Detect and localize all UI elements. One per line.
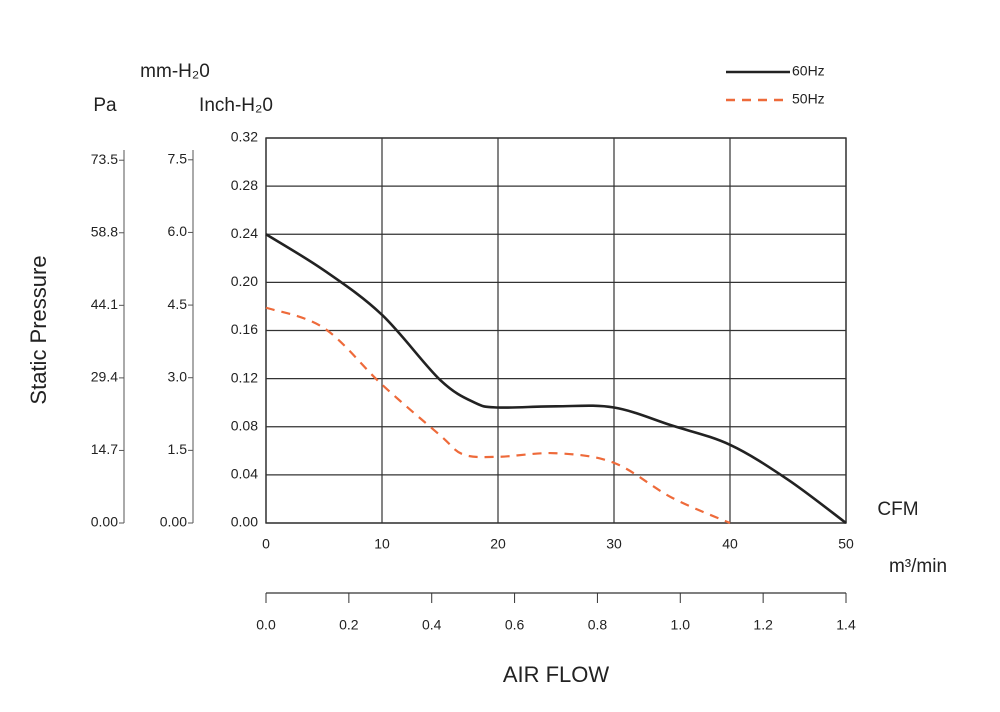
x2-tick-label: 0.8 [588, 617, 608, 633]
y-tick-label: 0.00 [231, 514, 258, 530]
extra-axis-label: mm-H₂0 [140, 61, 210, 82]
y-tick-label: 0.12 [231, 369, 258, 385]
extra-tick-label: 6.0 [168, 223, 188, 239]
legend-label: 60Hz [792, 63, 825, 79]
legend-label: 50Hz [792, 91, 825, 107]
x2-tick-label: 1.4 [836, 617, 856, 633]
extra-tick-label: 29.4 [91, 369, 118, 385]
extra-tick-label: 0.00 [160, 514, 187, 530]
x-tick-label: 20 [490, 536, 506, 552]
extra-tick-label: 73.5 [91, 151, 118, 167]
y-tick-label: 0.32 [231, 129, 258, 145]
extra-axis-label: Pa [93, 95, 117, 116]
x-unit: CFM [877, 499, 918, 520]
x-tick-label: 40 [722, 536, 738, 552]
x-tick-label: 0 [262, 536, 270, 552]
extra-tick-label: 0.00 [91, 514, 118, 530]
series-line [265, 233, 847, 525]
x-title: AIR FLOW [503, 662, 610, 687]
x-tick-label: 30 [606, 536, 622, 552]
x-tick-label: 10 [374, 536, 390, 552]
x2-tick-label: 0.2 [339, 617, 359, 633]
y-tick-label: 0.20 [231, 273, 258, 289]
extra-tick-label: 4.5 [168, 296, 188, 312]
extra-tick-label: 44.1 [91, 296, 118, 312]
y-tick-label: 0.28 [231, 177, 258, 193]
x-tick-label: 50 [838, 536, 854, 552]
x2-tick-label: 1.2 [753, 617, 773, 633]
extra-tick-label: 58.8 [91, 223, 118, 239]
extra-tick-label: 7.5 [168, 150, 188, 166]
y-unit: Inch-H₂0 [199, 95, 273, 116]
y-tick-label: 0.24 [231, 225, 258, 241]
x2-unit: m³/min [889, 556, 947, 577]
y-tick-label: 0.08 [231, 417, 258, 433]
x2-tick-label: 0.4 [422, 617, 442, 633]
y-tick-label: 0.04 [231, 466, 258, 482]
extra-tick-label: 14.7 [91, 441, 118, 457]
plot-border [265, 137, 847, 524]
extra-tick-label: 3.0 [168, 368, 188, 384]
x2-tick-label: 0.6 [505, 617, 525, 633]
y-title: Static Pressure [26, 255, 51, 404]
series-line [265, 306, 731, 525]
x2-tick-label: 0.0 [256, 617, 276, 633]
extra-tick-label: 1.5 [168, 441, 188, 457]
x2-tick-label: 1.0 [671, 617, 691, 633]
y-tick-label: 0.16 [231, 321, 258, 337]
